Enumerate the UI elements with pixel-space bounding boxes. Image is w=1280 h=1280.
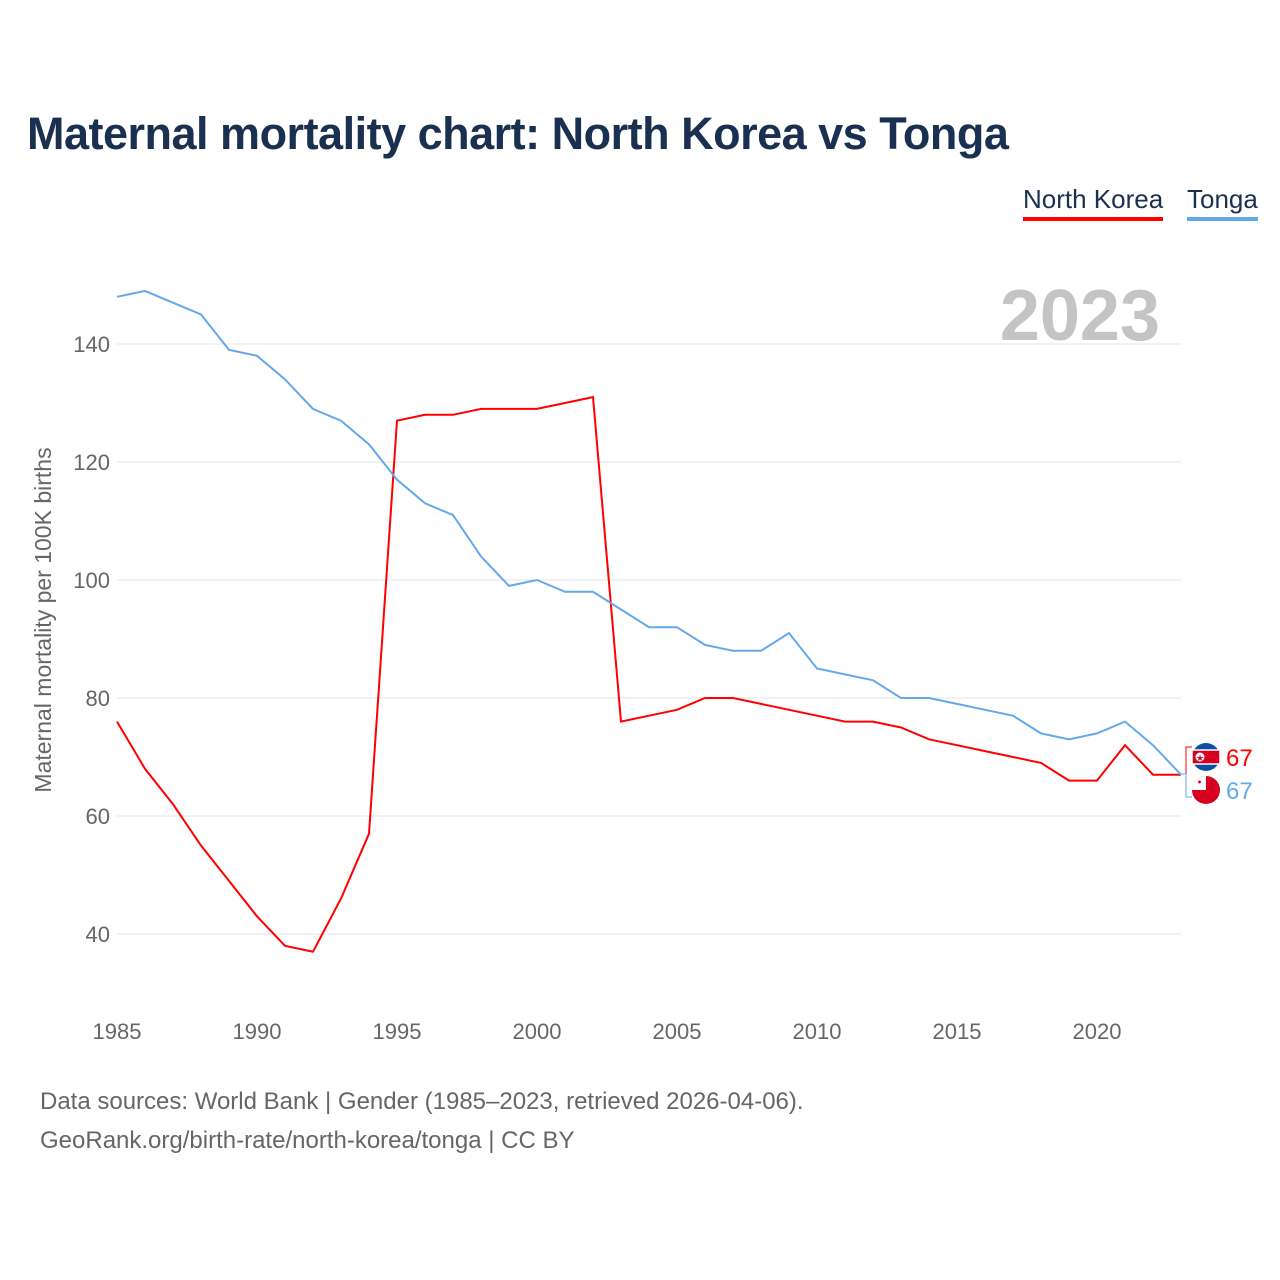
svg-text:★: ★ <box>1196 753 1204 763</box>
year-watermark: 2023 <box>1000 276 1160 356</box>
x-tick-label: 2005 <box>653 1019 702 1044</box>
chart-title: Maternal mortality chart: North Korea vs… <box>27 108 1009 159</box>
y-tick-label: 80 <box>86 686 110 711</box>
series-line-north-korea[interactable] <box>116 395 1181 953</box>
x-tick-label: 2020 <box>1073 1019 1122 1044</box>
y-axis-label: Maternal mortality per 100K births <box>30 447 56 792</box>
end-connector <box>1181 773 1192 798</box>
x-tick-label: 2015 <box>933 1019 982 1044</box>
legend-tonga[interactable]: Tonga <box>1187 184 1258 221</box>
y-tick-label: 120 <box>73 450 110 475</box>
x-tick-label: 1985 <box>93 1019 142 1044</box>
y-tick-label: 60 <box>86 804 110 829</box>
y-tick-label: 40 <box>86 922 110 947</box>
x-tick-label: 1990 <box>233 1019 282 1044</box>
source-link[interactable]: GeoRank.org/birth-rate/north-korea/tonga… <box>40 1127 575 1154</box>
y-tick-label: 100 <box>73 568 110 593</box>
end-value-label: 67 <box>1226 745 1253 772</box>
x-tick-label: 2000 <box>513 1019 562 1044</box>
x-tick-label: 1995 <box>373 1019 422 1044</box>
legend-north-korea[interactable]: North Korea <box>1023 184 1164 221</box>
source-text: Data sources: World Bank | Gender (1985–… <box>40 1088 804 1115</box>
tonga-flag-icon <box>1192 776 1220 804</box>
north-korea-flag-icon: ★ <box>1191 743 1221 771</box>
y-tick-label: 140 <box>73 332 110 357</box>
series-line-tonga[interactable] <box>116 289 1182 776</box>
end-connector <box>1181 746 1192 775</box>
end-value-label: 67 <box>1226 778 1253 805</box>
x-tick-label: 2010 <box>793 1019 842 1044</box>
